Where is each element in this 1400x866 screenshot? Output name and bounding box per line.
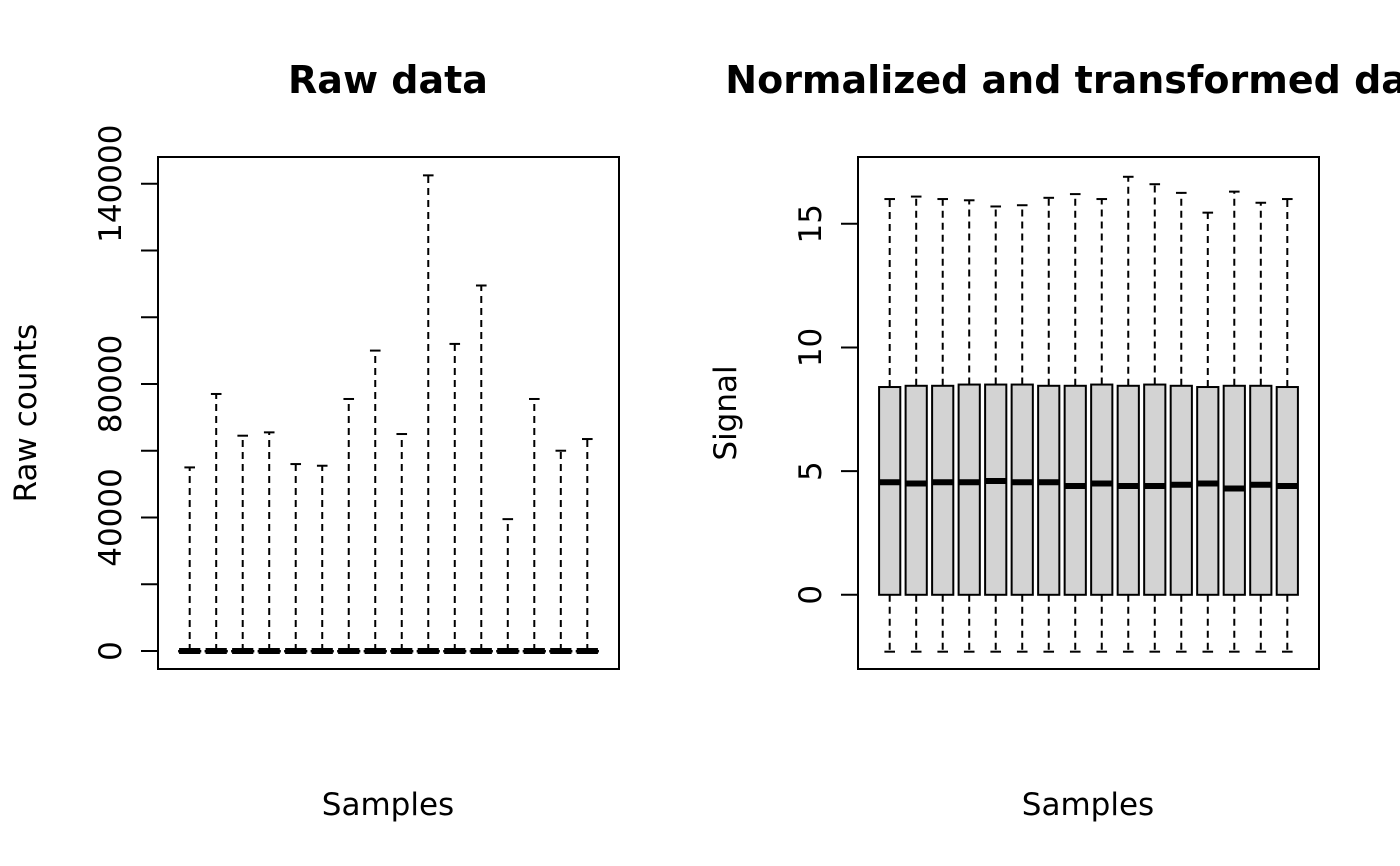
box (1010, 383, 1034, 596)
box-sample-12 (469, 284, 493, 654)
y-tick-label: 15 (793, 204, 829, 243)
box-sample-2 (204, 392, 228, 654)
box-sample-3 (231, 434, 255, 654)
box (1169, 384, 1193, 596)
y-tick-label: 80000 (93, 335, 129, 434)
box-sample-13 (1196, 211, 1220, 653)
boxes (878, 175, 1299, 653)
y-tick-label: 40000 (93, 468, 129, 567)
box (1249, 384, 1273, 596)
box-sample-7 (337, 397, 361, 654)
y-axis: 0 5 10 15 (793, 204, 859, 605)
box-sample-6 (310, 464, 334, 654)
box-sample-15 (549, 449, 573, 654)
y-axis-label: Signal (708, 365, 744, 460)
chart-title: Raw data (288, 58, 488, 102)
box-sample-9 (390, 433, 414, 654)
box (1116, 384, 1140, 596)
box-sample-6 (1010, 204, 1034, 653)
box (904, 384, 928, 596)
box-sample-5 (284, 463, 308, 654)
box-sample-1 (878, 198, 902, 653)
normalized-data-panel: Normalized and transformed data Samples … (708, 58, 1400, 823)
box-sample-4 (957, 199, 981, 653)
raw-data-panel: Raw data Samples Raw counts 0 40000 80000 1… (8, 58, 620, 823)
y-tick-label: 5 (793, 461, 829, 481)
box-sample-9 (1090, 198, 1114, 653)
chart-title: Normalized and transformed data (725, 58, 1400, 102)
box (931, 384, 955, 596)
box-sample-11 (443, 342, 467, 654)
box-sample-16 (575, 438, 599, 654)
boxes (178, 174, 599, 654)
box-sample-10 (416, 174, 440, 654)
box-sample-1 (178, 466, 202, 654)
box (957, 383, 981, 596)
x-axis-label: Samples (322, 787, 454, 823)
x-axis-label: Samples (1022, 787, 1154, 823)
box-sample-10 (1116, 175, 1140, 653)
box-sample-3 (931, 198, 955, 653)
box-sample-14 (1222, 190, 1246, 653)
y-tick-label: 0 (93, 641, 129, 661)
box (1090, 383, 1114, 596)
plot-frame (157, 156, 620, 670)
box-sample-11 (1143, 183, 1167, 653)
box-sample-16 (1275, 198, 1299, 653)
box (1037, 384, 1061, 596)
box-sample-12 (1169, 191, 1193, 653)
box-sample-2 (904, 195, 928, 653)
box-sample-8 (363, 349, 387, 654)
box-sample-13 (496, 518, 520, 654)
y-axis: 0 40000 80000 140000 (93, 125, 159, 661)
box (878, 386, 902, 596)
box-sample-5 (984, 205, 1008, 653)
box-sample-7 (1037, 196, 1061, 653)
y-axis-label: Raw counts (8, 324, 44, 503)
box (984, 383, 1008, 596)
y-tick-label: 0 (793, 585, 829, 605)
box (1275, 386, 1299, 596)
box-sample-8 (1063, 193, 1087, 653)
box-sample-4 (257, 431, 281, 654)
box (1196, 386, 1220, 596)
box-sample-15 (1249, 201, 1273, 653)
box (1143, 383, 1167, 596)
y-tick-label: 140000 (93, 125, 129, 243)
box (1063, 384, 1087, 596)
box-sample-14 (522, 397, 546, 654)
y-tick-label: 10 (793, 328, 829, 367)
